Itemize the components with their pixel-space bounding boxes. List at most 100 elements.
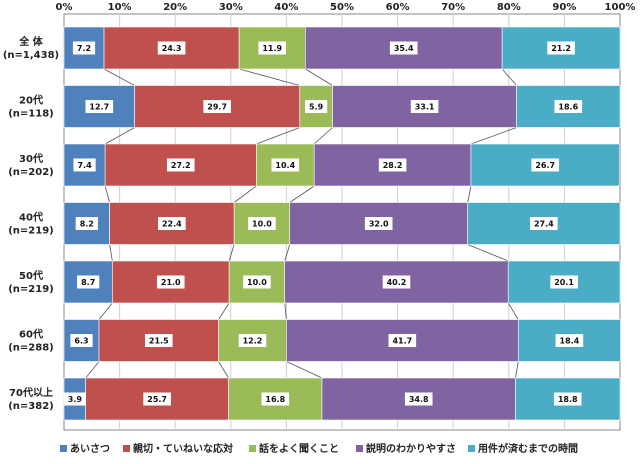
category-n-label: (n=288) xyxy=(8,343,54,354)
data-label: 40.2 xyxy=(387,278,407,287)
data-label-box xyxy=(75,217,98,230)
category-label: 60代 xyxy=(19,328,43,341)
data-label: 11.9 xyxy=(262,44,282,53)
data-label: 41.7 xyxy=(392,337,412,346)
data-label-box xyxy=(238,334,267,347)
series-line xyxy=(218,361,229,379)
data-label-box xyxy=(63,392,86,406)
data-label: 29.7 xyxy=(207,103,227,112)
data-label-box xyxy=(382,275,411,289)
data-label-box xyxy=(73,158,96,172)
legend-swatch xyxy=(249,445,256,452)
legend-label: あいさつ xyxy=(70,442,110,455)
x-tick-label: 90% xyxy=(552,2,576,13)
x-tick-label: 40% xyxy=(274,2,298,13)
x-tick-label: 70% xyxy=(441,2,465,13)
data-label-box xyxy=(85,100,114,113)
x-axis-tick-labels: 0% 10% 20% 30% 40% 50% 60% 70% 80% 90% 100% xyxy=(56,2,636,13)
data-label: 32.0 xyxy=(369,220,389,229)
series-line xyxy=(239,68,300,86)
data-label-box xyxy=(258,41,287,55)
series-line xyxy=(85,361,100,379)
series-line xyxy=(233,185,257,203)
data-label: 24.3 xyxy=(162,44,182,53)
data-label-box xyxy=(72,41,96,55)
data-label: 18.8 xyxy=(558,395,578,404)
bars: 7.2 24.3 11.9 35.4 21.2 12.7 29.7 5.9 33.1 18.6 7.… xyxy=(63,26,621,421)
data-label: 26.7 xyxy=(535,161,555,170)
data-label-box xyxy=(389,41,418,55)
data-label: 16.8 xyxy=(265,395,285,404)
data-label: 35.4 xyxy=(394,44,414,53)
data-label: 8.7 xyxy=(81,278,95,287)
series-line xyxy=(501,68,517,86)
series-line xyxy=(109,244,113,262)
data-label: 18.6 xyxy=(558,103,578,112)
series-line xyxy=(507,302,519,320)
data-label-box xyxy=(271,158,300,172)
series-line xyxy=(103,68,135,86)
x-tick-label: 30% xyxy=(219,2,243,13)
series-line xyxy=(467,185,472,203)
series-line xyxy=(98,302,113,320)
data-label-box xyxy=(531,158,560,172)
data-label-box xyxy=(243,275,271,289)
data-label-box xyxy=(261,392,290,406)
series-lines xyxy=(85,68,519,379)
data-label-box xyxy=(158,217,186,230)
category-n-label: (n=1,438) xyxy=(3,50,59,61)
data-label-box xyxy=(166,158,195,172)
legend-swatch xyxy=(468,445,475,452)
data-label-box xyxy=(77,275,100,289)
series-line xyxy=(218,302,230,320)
legend: あいさつ 親切・ていねいな応対 話をよく聞くこと 説明のわかりやすさ 用件が済むまでの時… xyxy=(60,442,578,455)
data-label: 10.4 xyxy=(275,161,295,170)
data-label: 8.2 xyxy=(80,220,94,229)
data-label-box xyxy=(555,334,584,347)
data-label-box xyxy=(203,100,231,113)
x-tick-label: 50% xyxy=(330,2,354,13)
x-tick-label: 10% xyxy=(108,2,132,13)
data-label: 5.9 xyxy=(309,103,324,112)
data-label-box xyxy=(553,392,582,406)
category-label: 30代 xyxy=(19,152,43,165)
data-label-box xyxy=(410,100,439,113)
x-tick-label: 100% xyxy=(605,2,636,13)
data-label-box xyxy=(530,217,558,230)
data-label-box xyxy=(157,41,186,55)
data-label: 20.1 xyxy=(554,278,574,287)
data-label-box xyxy=(70,334,93,347)
data-label: 3.9 xyxy=(68,395,83,404)
legend-label: 親切・ていねいな応対 xyxy=(133,442,233,455)
data-label-box xyxy=(404,392,433,406)
data-label-box xyxy=(143,392,171,406)
series-line xyxy=(313,127,333,145)
bar-segment xyxy=(507,260,621,304)
data-label-box xyxy=(378,158,407,172)
data-label: 12.2 xyxy=(243,337,263,346)
data-label: 27.2 xyxy=(171,161,191,170)
category-n-label: (n=382) xyxy=(8,401,54,412)
legend-label: 用件が済むまでの時間 xyxy=(477,442,578,455)
series-line xyxy=(256,127,300,145)
bar-segment xyxy=(63,202,110,245)
series-line xyxy=(289,185,315,203)
series-line xyxy=(284,302,287,320)
category-label: 40代 xyxy=(19,211,43,224)
series-line xyxy=(286,361,323,379)
category-n-label: (n=118) xyxy=(8,109,54,120)
data-label-box xyxy=(305,100,328,113)
series-line xyxy=(467,244,509,262)
data-label-box xyxy=(156,275,185,289)
data-label-box xyxy=(550,275,578,289)
data-label: 21.2 xyxy=(551,44,571,53)
data-label: 12.7 xyxy=(89,103,109,112)
category-n-label: (n=202) xyxy=(8,167,54,178)
series-line xyxy=(305,68,333,86)
data-label: 34.8 xyxy=(409,395,429,404)
category-n-label: (n=219) xyxy=(8,284,54,295)
category-labels: 全 体 (n=1,438) 20代 (n=118) 30代 (n=202) 40代 (n=21… xyxy=(3,35,59,412)
data-label-box xyxy=(554,100,583,113)
data-label: 21.0 xyxy=(161,278,181,287)
